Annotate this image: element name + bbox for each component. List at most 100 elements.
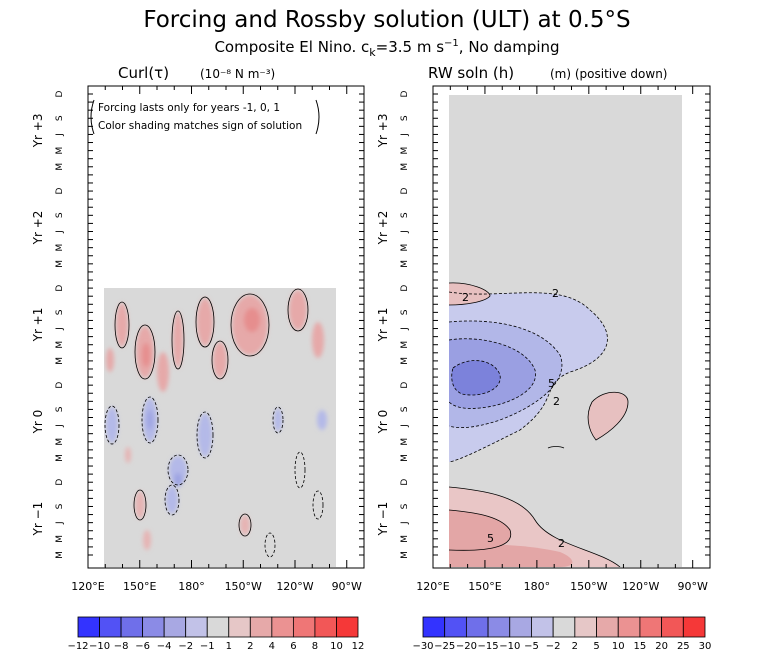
month-label: S bbox=[400, 503, 410, 509]
x-tick-label: 90°W bbox=[678, 580, 708, 593]
year-label: Yr 0 bbox=[31, 410, 45, 435]
colorbar-label: 25 bbox=[677, 641, 690, 652]
left-axes: 120°E 150°E 180° 150°W 120°W 90°WMMJSDMMJSDMM… bbox=[31, 86, 365, 593]
month-label: J bbox=[55, 521, 65, 525]
colorbar-swatch bbox=[120, 616, 144, 638]
colorbar-label: 10 bbox=[612, 641, 625, 652]
colorbar-swatch bbox=[336, 616, 359, 638]
colorbar-swatch bbox=[552, 616, 576, 638]
month-label: D bbox=[55, 285, 65, 292]
month-label: M bbox=[55, 147, 65, 155]
colorbar-swatch bbox=[228, 616, 251, 638]
contour-label: 2 bbox=[462, 291, 469, 304]
colorbar-label: −5 bbox=[524, 641, 539, 652]
month-label: D bbox=[400, 90, 410, 97]
colorbar-swatch bbox=[596, 616, 619, 638]
colorbar-label: 2 bbox=[247, 641, 253, 652]
x-tick-label: 120°E bbox=[71, 580, 104, 593]
x-tick-label: 150°E bbox=[123, 580, 156, 593]
month-label: M bbox=[55, 438, 65, 446]
left-colorbar: −12 −10 −8 −6 −4 −2 −1 1 2 4 6 8 10 12 bbox=[67, 616, 365, 652]
month-label: M bbox=[400, 551, 410, 559]
colorbar-swatch bbox=[271, 616, 294, 638]
colorbar-swatch bbox=[617, 616, 641, 638]
figure-subtitle: Composite El Nino. ck=3.5 m s−1, No damp… bbox=[214, 38, 559, 59]
colorbar-swatch bbox=[509, 616, 532, 638]
month-label: J bbox=[55, 327, 65, 331]
x-tick-label: 150°W bbox=[225, 580, 262, 593]
colorbar-label: −4 bbox=[157, 641, 172, 652]
year-label: Yr +2 bbox=[31, 211, 45, 246]
contour-label: 2 bbox=[558, 537, 565, 550]
colorbar-swatch bbox=[142, 616, 165, 638]
year-label: Yr +2 bbox=[376, 211, 390, 246]
colorbar-swatch bbox=[292, 616, 316, 638]
right-axes: 120°E 150°E 180° 150°W 120°W 90°WMMJSDMMJSDMM… bbox=[376, 86, 711, 593]
colorbar-label: −30 bbox=[412, 641, 433, 652]
colorbar-label: 2 bbox=[572, 641, 578, 652]
colorbar-label: −25 bbox=[434, 641, 455, 652]
month-label: S bbox=[400, 212, 410, 218]
colorbar-label: 12 bbox=[352, 641, 365, 652]
month-label: M bbox=[55, 454, 65, 462]
colorbar-label: 8 bbox=[312, 641, 318, 652]
month-label: D bbox=[400, 382, 410, 389]
colorbar-label: −10 bbox=[89, 641, 110, 652]
colorbar-label: 1 bbox=[226, 641, 232, 652]
colorbar-label: 30 bbox=[699, 641, 712, 652]
colorbar-swatch bbox=[77, 616, 100, 638]
month-label: D bbox=[55, 188, 65, 195]
colorbar-swatch bbox=[574, 616, 597, 638]
month-label: M bbox=[400, 454, 410, 462]
month-label: M bbox=[400, 260, 410, 268]
colorbar-label: −8 bbox=[114, 641, 129, 652]
colorbar-swatch bbox=[422, 616, 446, 638]
x-tick-label: 180° bbox=[178, 580, 205, 593]
left-plot: Forcing lasts only for years -1, 0, 1 Co… bbox=[87, 85, 365, 569]
month-label: J bbox=[55, 133, 65, 137]
colorbar-label: −10 bbox=[499, 641, 520, 652]
x-tick-label: 150°E bbox=[468, 580, 501, 593]
x-tick-label: 180° bbox=[524, 580, 551, 593]
x-tick-label: 150°W bbox=[570, 580, 607, 593]
colorbar-label: 6 bbox=[290, 641, 296, 652]
colorbar-label: 15 bbox=[634, 641, 647, 652]
month-label: M bbox=[400, 438, 410, 446]
month-label: M bbox=[55, 357, 65, 365]
x-tick-label: 90°W bbox=[332, 580, 362, 593]
colorbar-label: 4 bbox=[269, 641, 275, 652]
month-label: D bbox=[55, 90, 65, 97]
month-label: M bbox=[55, 244, 65, 252]
contour-label: 5 bbox=[548, 377, 555, 390]
colorbar-label: −12 bbox=[67, 641, 88, 652]
year-label: Yr −1 bbox=[31, 502, 45, 537]
month-label: S bbox=[55, 406, 65, 412]
colorbar-swatch bbox=[99, 616, 122, 638]
colorbar-label: −6 bbox=[135, 641, 150, 652]
colorbar-swatch bbox=[314, 616, 337, 638]
colorbar-swatch bbox=[444, 616, 467, 638]
year-label: Yr −1 bbox=[376, 502, 390, 537]
colorbar-swatch bbox=[487, 616, 511, 638]
month-label: J bbox=[55, 424, 65, 428]
month-label: J bbox=[400, 327, 410, 331]
month-label: M bbox=[55, 341, 65, 349]
colorbar-swatch bbox=[531, 616, 554, 638]
colorbar-swatch bbox=[163, 616, 187, 638]
month-label: M bbox=[400, 147, 410, 155]
note-line-2: Color shading matches sign of solution bbox=[98, 120, 302, 132]
colorbar-swatch bbox=[249, 616, 273, 638]
colorbar-swatch bbox=[465, 616, 489, 638]
month-label: M bbox=[400, 341, 410, 349]
month-label: S bbox=[55, 503, 65, 509]
month-label: M bbox=[55, 260, 65, 268]
month-label: M bbox=[400, 535, 410, 543]
colorbar-label: −2 bbox=[178, 641, 193, 652]
figure-title: Forcing and Rossby solution (ULT) at 0.5… bbox=[143, 7, 630, 33]
month-label: S bbox=[400, 115, 410, 121]
colorbar-label: 5 bbox=[593, 641, 599, 652]
month-label: D bbox=[400, 285, 410, 292]
year-label: Yr +3 bbox=[376, 114, 390, 149]
left-panel-units: (10⁻⁸ N m⁻³) bbox=[200, 67, 275, 81]
